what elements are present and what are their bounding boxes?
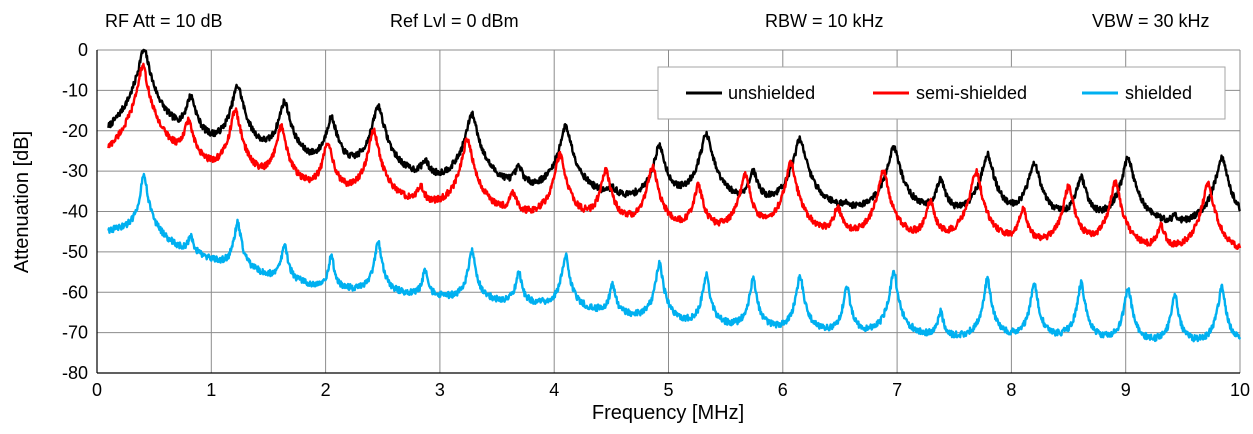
x-tick-label: 7 [892,380,902,400]
x-tick-label: 10 [1230,380,1250,400]
x-tick-label: 3 [435,380,445,400]
y-tick-label: -70 [62,323,88,343]
x-axis-title: Frequency [MHz] [592,402,744,424]
x-tick-label: 2 [321,380,331,400]
series-layer [107,48,1242,343]
y-tick-label: -60 [62,282,88,302]
y-tick-label: -20 [62,121,88,141]
series-line-semi-shielded [107,62,1242,251]
y-axis-title: Attenuation [dB] [11,131,33,273]
x-tick-label: 0 [92,380,102,400]
y-tick-label: -50 [62,242,88,262]
legend: unshielded semi-shielded shielded [657,66,1226,120]
ref-level-label: Ref Lvl = 0 dBm [390,11,519,31]
rbw-label: RBW = 10 kHz [765,11,884,31]
x-tick-label: 5 [663,380,673,400]
y-tick-label: -10 [62,80,88,100]
vbw-label: VBW = 30 kHz [1092,11,1210,31]
series-line-unshielded [107,48,1242,224]
legend-label-shielded: shielded [1125,83,1192,103]
legend-label-unshielded: unshielded [728,83,815,103]
legend-label-semi-shielded: semi-shielded [916,83,1027,103]
x-tick-label: 8 [1006,380,1016,400]
y-tick-label: 0 [78,40,88,60]
series-line-shielded [107,172,1242,343]
x-tick-label: 6 [778,380,788,400]
y-tick-label: -80 [62,363,88,383]
x-tick-label: 1 [206,380,216,400]
axes: 0 1 2 3 4 5 6 7 8 9 10 0 -10 -20 -30 -40 -50 -60 -70 -80 [62,40,1250,400]
legend-box [657,66,1226,120]
y-tick-label: -30 [62,161,88,181]
y-tick-label: -40 [62,202,88,222]
x-tick-label: 9 [1121,380,1131,400]
rf-att-label: RF Att = 10 dB [105,11,223,31]
x-tick-label: 4 [549,380,559,400]
